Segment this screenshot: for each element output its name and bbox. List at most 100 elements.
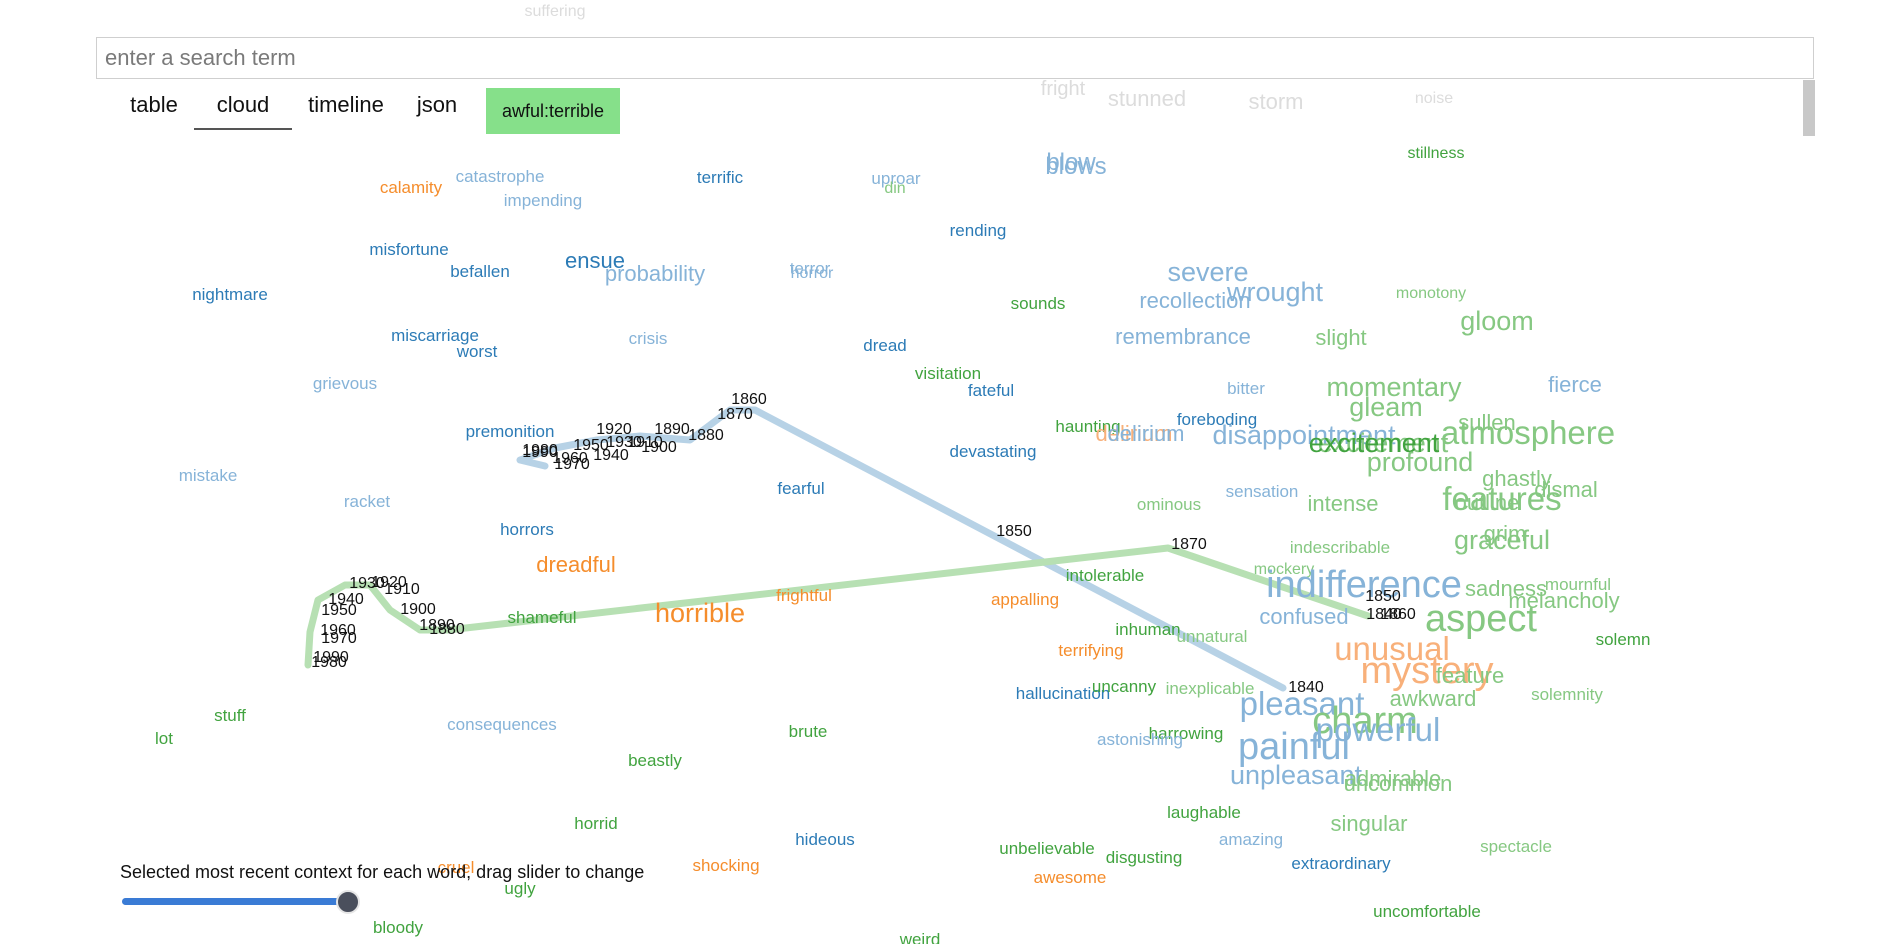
cloud-word[interactable]: storm — [1249, 89, 1304, 114]
cloud-word[interactable]: terrific — [697, 168, 744, 187]
cloud-word[interactable]: powerful — [1316, 711, 1441, 748]
cloud-word[interactable]: terror — [790, 259, 831, 278]
cloud-word[interactable]: astonishing — [1097, 730, 1183, 749]
cloud-word[interactable]: probability — [605, 261, 705, 286]
cloud-word[interactable]: extraordinary — [1291, 854, 1391, 873]
cloud-word[interactable]: intolerable — [1066, 566, 1144, 585]
cloud-word[interactable]: mournful — [1545, 575, 1611, 594]
cloud-word[interactable]: impending — [504, 191, 582, 210]
cloud-word[interactable]: noise — [1415, 90, 1453, 107]
cloud-word[interactable]: ominous — [1137, 495, 1201, 514]
search-box[interactable] — [96, 37, 1814, 79]
cloud-word[interactable]: atmosphere — [1441, 414, 1615, 451]
cloud-word[interactable]: weird — [899, 930, 941, 944]
cloud-word[interactable]: delirium — [1107, 421, 1184, 446]
cloud-word[interactable]: sensation — [1226, 482, 1299, 501]
cloud-word[interactable]: confused — [1259, 604, 1348, 629]
cloud-word[interactable]: inexplicable — [1166, 679, 1255, 698]
cloud-word[interactable]: ghastly — [1482, 466, 1552, 491]
cloud-word[interactable]: melancholy — [1508, 588, 1619, 613]
cloud-word[interactable]: excitement — [1318, 428, 1449, 458]
cloud-word[interactable]: blow — [1046, 149, 1096, 176]
cloud-word[interactable]: intense — [1308, 491, 1379, 516]
cloud-word[interactable]: hideous — [795, 830, 855, 849]
cloud-word[interactable]: blows — [1045, 153, 1106, 180]
tab-json[interactable]: json — [416, 92, 458, 117]
cloud-word[interactable]: solemnity — [1531, 685, 1603, 704]
cloud-word[interactable]: excitement — [1309, 428, 1440, 458]
cloud-word[interactable]: horrible — [655, 598, 745, 628]
cloud-word[interactable]: miscarriage — [391, 326, 479, 345]
cloud-word[interactable]: befallen — [450, 262, 510, 281]
cloud-word[interactable]: hallucination — [1016, 684, 1111, 703]
cloud-word[interactable]: grim — [1484, 521, 1527, 546]
cloud-word[interactable]: disappointment — [1212, 420, 1396, 450]
cloud-word[interactable]: foreboding — [1177, 410, 1257, 429]
cloud-word[interactable]: remembrance — [1115, 324, 1251, 349]
cloud-word[interactable]: dread — [863, 336, 906, 355]
cloud-word[interactable]: pleasant — [1240, 685, 1365, 722]
cloud-word[interactable]: uncommon — [1344, 771, 1453, 796]
context-slider[interactable] — [120, 890, 360, 914]
cloud-word[interactable]: indescribable — [1290, 538, 1390, 557]
cloud-word[interactable]: stillness — [1408, 145, 1465, 162]
cloud-word[interactable]: terrifying — [1058, 641, 1123, 660]
cloud-word[interactable]: features — [1442, 480, 1561, 517]
cloud-word[interactable]: ensue — [565, 248, 625, 273]
cloud-word[interactable]: unpleasant — [1230, 760, 1363, 790]
cloud-word[interactable]: severe — [1167, 257, 1248, 287]
cloud-word[interactable]: laughable — [1167, 803, 1241, 822]
cloud-word[interactable]: ugly — [504, 879, 536, 898]
cloud-word[interactable]: fierce — [1548, 372, 1602, 397]
cloud-word[interactable]: sullen — [1458, 410, 1515, 435]
cloud-word[interactable]: calamity — [380, 178, 443, 197]
cloud-word[interactable]: racket — [344, 492, 391, 511]
cloud-word[interactable]: gleam — [1349, 392, 1423, 422]
tab-timeline[interactable]: timeline — [308, 92, 384, 117]
cloud-word[interactable]: premonition — [466, 422, 555, 441]
cloud-word[interactable]: horrid — [574, 814, 617, 833]
slider-thumb[interactable] — [336, 890, 360, 914]
cloud-word[interactable]: nightmare — [192, 285, 268, 304]
cloud-word[interactable]: haunting — [1055, 417, 1120, 436]
selected-term-button[interactable]: awful:terrible — [486, 88, 620, 134]
cloud-word[interactable]: devastating — [950, 442, 1037, 461]
cloud-word[interactable]: dismal — [1534, 477, 1598, 502]
cloud-word[interactable]: mistake — [179, 466, 238, 485]
cloud-word[interactable]: feature — [1436, 663, 1505, 688]
cloud-word[interactable]: uproar — [871, 169, 920, 188]
cloud-word[interactable]: unnatural — [1177, 627, 1248, 646]
cloud-word[interactable]: bloody — [373, 918, 424, 937]
cloud-word[interactable]: unusual — [1334, 630, 1450, 667]
cloud-word[interactable]: recollection — [1139, 288, 1250, 313]
cloud-word[interactable]: uncanny — [1092, 677, 1157, 696]
cloud-word[interactable]: fearful — [777, 479, 824, 498]
cloud-word[interactable]: catastrophe — [456, 167, 545, 186]
cloud-word[interactable]: solemn — [1596, 630, 1651, 649]
cloud-word[interactable]: brute — [789, 722, 828, 741]
cloud-word[interactable]: din — [884, 180, 905, 197]
cloud-word[interactable]: mockery — [1254, 561, 1314, 578]
cloud-word[interactable]: charm — [1312, 700, 1418, 742]
cloud-word[interactable]: crisis — [629, 329, 668, 348]
cloud-word[interactable]: lot — [155, 729, 173, 748]
cloud-word[interactable]: horror — [791, 265, 834, 282]
cloud-word[interactable]: spectacle — [1480, 837, 1552, 856]
cloud-word[interactable]: graceful — [1454, 525, 1550, 555]
cloud-word[interactable]: sounds — [1011, 294, 1066, 313]
cloud-word[interactable]: appalling — [991, 590, 1059, 609]
cloud-word[interactable]: frightful — [776, 586, 832, 605]
cloud-word[interactable]: rending — [950, 221, 1007, 240]
cloud-word[interactable]: admirable — [1345, 766, 1442, 791]
cloud-word[interactable]: bitter — [1227, 379, 1265, 398]
cloud-word[interactable]: cruel — [438, 858, 475, 877]
cloud-word[interactable]: fateful — [968, 381, 1014, 400]
cloud-word[interactable]: painful — [1238, 726, 1350, 768]
cloud-word[interactable]: shameful — [508, 608, 577, 627]
cloud-word[interactable]: fright — [1041, 78, 1086, 100]
cloud-word[interactable]: dreadful — [536, 552, 616, 577]
cloud-word[interactable]: momentary — [1326, 372, 1462, 402]
cloud-word[interactable]: sadness — [1465, 576, 1547, 601]
cloud-word[interactable]: inhuman — [1115, 620, 1180, 639]
cloud-word[interactable]: stunned — [1108, 86, 1186, 111]
